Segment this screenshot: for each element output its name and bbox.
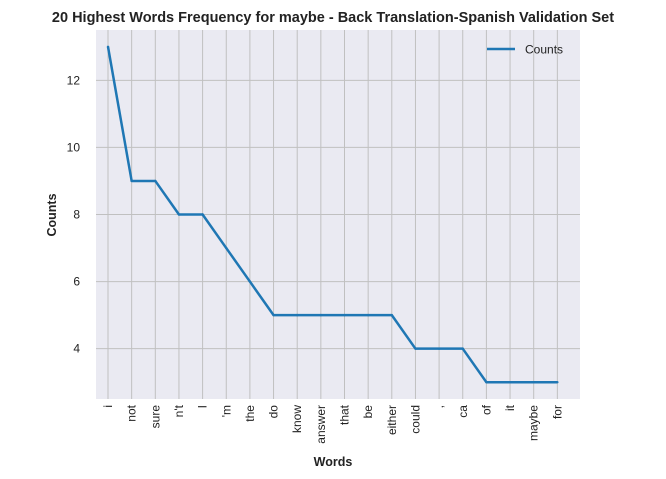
data-point [343,313,346,317]
series-lines [106,45,559,384]
data-point [106,45,110,48]
x-tick-label: 'm [219,405,233,417]
data-point [154,179,157,183]
x-tick-label: maybe [527,405,541,441]
x-tick-label: do [267,405,281,419]
data-point [225,246,228,250]
y-tick-label: 12 [67,73,81,87]
legend-label: Counts [525,43,563,57]
x-tick-label: it [503,404,517,411]
data-point [272,313,275,317]
x-tick-label: for [550,405,564,419]
x-tick-label: ca [456,405,470,418]
data-point [296,313,299,317]
x-tick-label: that [338,404,352,425]
x-tick-label: n't [172,404,186,417]
x-tick-label: I [196,405,210,408]
data-point [366,313,370,317]
x-tick-label: i [101,405,115,408]
series-line-counts [106,46,558,384]
data-point [414,347,417,350]
data-point [319,313,323,317]
legend: Counts [487,43,563,57]
x-tick-label: either [385,405,399,435]
y-axis-label: Counts [45,193,59,236]
grid-lines [96,30,580,399]
x-tick-label: be [361,405,375,419]
y-tick-label: 4 [73,342,80,356]
data-point [248,280,252,283]
data-point [177,213,181,216]
data-point [508,381,512,384]
data-point [201,213,204,216]
x-axis-label: Words [314,455,353,469]
x-tick-label: the [243,405,257,422]
x-tick-label: of [479,404,493,415]
y-tick-label: 6 [73,275,80,289]
y-tick-label: 10 [67,140,81,154]
x-tick-label: , [432,405,446,408]
x-tick-label: not [125,404,139,421]
x-tick-label: could [408,405,422,434]
data-point [485,381,488,384]
x-tick-label: know [290,405,304,433]
x-tick-labels: i not sure n't I 'm the do know answer that be eithe… [101,404,564,443]
data-point [437,347,441,350]
chart-title: 20 Highest Words Frequency for maybe - B… [52,10,614,26]
data-point [556,381,559,384]
data-point [130,179,133,183]
data-point [461,347,464,350]
y-tick-label: 8 [73,208,80,222]
x-tick-label: answer [314,405,328,444]
x-tick-label: sure [148,405,162,429]
data-point [390,313,393,317]
data-point [532,381,535,384]
y-tick-labels: 4 6 8 10 12 [67,73,81,355]
